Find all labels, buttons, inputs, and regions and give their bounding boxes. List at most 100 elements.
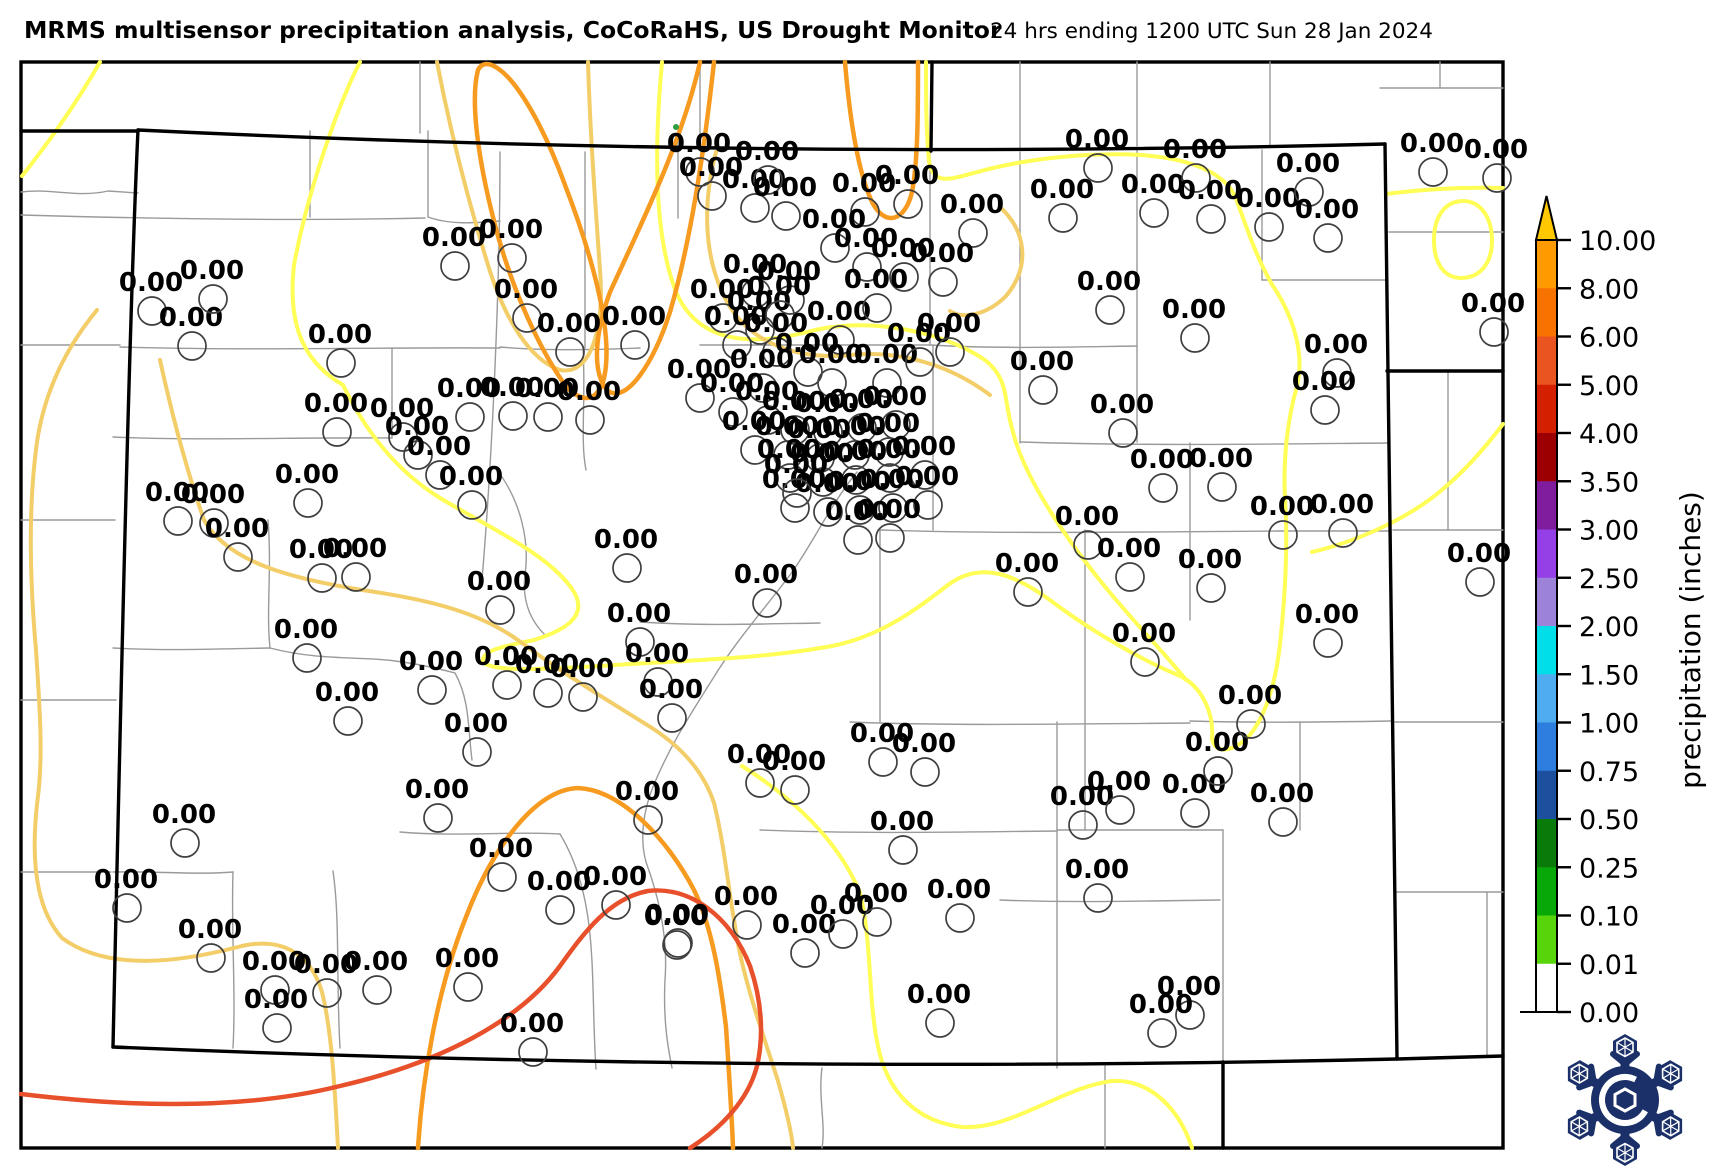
station-value-label: 0.00 [910, 239, 974, 269]
station-value-label: 0.00 [730, 345, 794, 375]
station-marker [765, 300, 795, 330]
station-marker [388, 422, 418, 452]
station-value-label: 0.00 [857, 435, 921, 465]
station-value-label: 0.00 [727, 287, 791, 317]
station-value-label: 0.00 [607, 599, 671, 629]
station-marker [663, 928, 693, 958]
station-marker [813, 497, 843, 527]
station-value-label: 0.00 [644, 902, 708, 932]
legend-tick-label: 5.00 [1579, 371, 1639, 402]
station-marker [293, 488, 323, 518]
station-marker [840, 440, 870, 470]
legend-color-segment [1536, 481, 1557, 531]
station-marker [568, 682, 598, 712]
station-marker [935, 337, 965, 367]
station-value-label: 0.00 [645, 900, 709, 930]
station-value-label: 0.00 [1050, 782, 1114, 812]
station-marker [1482, 163, 1512, 193]
drought-outline-gold [158, 358, 795, 1150]
station-value-label: 0.00 [469, 834, 533, 864]
station-marker [741, 278, 771, 308]
station-value-label: 0.00 [762, 387, 826, 417]
logo-arm [1637, 1105, 1683, 1140]
station-value-label: 0.00 [494, 275, 558, 305]
station-value-label: 0.00 [1090, 390, 1154, 420]
station-value-label: 0.00 [679, 153, 743, 183]
station-value-label: 0.00 [370, 394, 434, 424]
station-value-label: 0.00 [844, 265, 908, 295]
drought-outline-orange [415, 785, 736, 1151]
station-marker [945, 903, 975, 933]
station-value-label: 0.00 [550, 654, 614, 684]
legend-tick-label: 0.00 [1579, 998, 1639, 1029]
station-marker [1108, 418, 1138, 448]
station-value-label: 0.00 [1400, 129, 1464, 159]
station-marker [497, 243, 527, 273]
station-marker [612, 553, 642, 583]
station-marker [745, 768, 775, 798]
station-value-label: 0.00 [405, 775, 469, 805]
station-value-label: 0.00 [735, 377, 799, 407]
station-marker [545, 895, 575, 925]
station-value-label: 0.00 [474, 642, 538, 672]
station-marker [492, 670, 522, 700]
legend-tick-label: 0.75 [1579, 757, 1639, 788]
station-value-label: 0.00 [1010, 347, 1074, 377]
drought-outline-yellow [655, 60, 1188, 682]
station-marker [1095, 295, 1125, 325]
station-marker [888, 835, 918, 865]
timestamp-label: 24 hrs ending 1200 UTC Sun 28 Jan 2024 [990, 19, 1433, 44]
station-value-label: 0.00 [714, 882, 778, 912]
station-value-label: 0.00 [700, 369, 764, 399]
station-marker [685, 383, 715, 413]
station-marker [872, 368, 902, 398]
legend-tick-label: 0.25 [1579, 853, 1639, 884]
station-marker [905, 347, 935, 377]
station-marker [753, 165, 783, 195]
colorado-south-border [111, 1045, 1399, 1067]
station-value-label: 0.00 [802, 205, 866, 235]
station-marker [732, 910, 762, 940]
station-marker [341, 562, 371, 592]
drought-outline-gold [28, 308, 340, 1150]
station-value-label: 0.00 [1055, 502, 1119, 532]
station-marker [773, 440, 803, 470]
station-marker [1068, 810, 1098, 840]
station-value-label: 0.00 [834, 224, 898, 254]
station-value-label: 0.00 [527, 867, 591, 897]
station-value-label: 0.00 [1276, 149, 1340, 179]
station-value-label: 0.00 [467, 567, 531, 597]
legend-tick-label: 2.00 [1579, 612, 1639, 643]
station-marker [457, 490, 487, 520]
station-value-label: 0.00 [1461, 289, 1525, 319]
station-marker [1083, 883, 1113, 913]
station-marker [643, 667, 673, 697]
legend-color-segment [1536, 915, 1557, 965]
station-marker [487, 862, 517, 892]
station-value-label: 0.00 [827, 467, 891, 497]
station-value-label: 0.00 [734, 560, 798, 590]
station-value-label: 0.00 [515, 374, 579, 404]
station-value-label: 0.00 [870, 807, 934, 837]
station-marker [601, 890, 631, 920]
station-marker [177, 331, 207, 361]
station-value-label: 0.00 [1077, 267, 1141, 297]
station-value-label: 0.00 [315, 678, 379, 708]
station-value-label: 0.00 [304, 389, 368, 419]
logo-hexagon [1613, 1087, 1637, 1113]
station-value-label: 0.00 [289, 535, 353, 565]
station-value-label: 0.00 [1163, 135, 1227, 165]
station-value-label: 0.00 [757, 257, 821, 287]
station-marker [958, 218, 988, 248]
station-value-label: 0.00 [385, 412, 449, 442]
station-value-label: 0.00 [178, 915, 242, 945]
station-marker [170, 828, 200, 858]
station-marker [625, 627, 655, 657]
station-value-label: 0.00 [1065, 855, 1129, 885]
station-marker [223, 542, 253, 572]
station-value-label: 0.00 [667, 129, 731, 159]
legend-color-segment [1536, 384, 1557, 434]
station-marker [620, 330, 650, 360]
station-marker [1175, 1000, 1205, 1030]
